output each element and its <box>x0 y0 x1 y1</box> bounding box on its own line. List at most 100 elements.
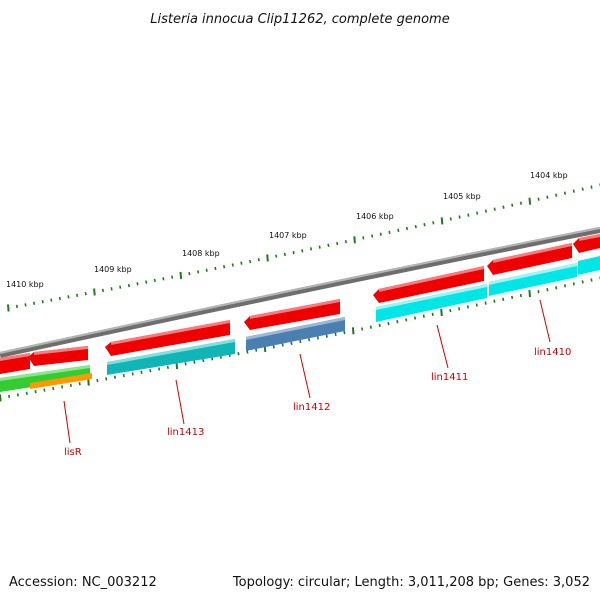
gene-block-steelblue[interactable] <box>246 317 345 351</box>
ruler-minor-tick <box>344 239 347 244</box>
kbp-label-1408: 1408 kbp <box>182 249 220 258</box>
ruler-minor-tick <box>563 191 567 195</box>
ruler-minor-tick <box>41 300 44 304</box>
ruler-minor-tick <box>34 390 37 394</box>
ruler-minor-tick <box>379 232 382 236</box>
ruler-minor-tick <box>202 358 205 363</box>
gene-labels: lisR lin1413 lin1412 lin1411 lin1410 <box>63 299 571 458</box>
ruler-minor-tick <box>301 249 304 253</box>
ruler-minor-tick <box>149 368 152 373</box>
gene-block-teal[interactable] <box>107 339 235 375</box>
ruler-minor-tick <box>493 299 496 303</box>
ruler-minor-tick <box>193 360 196 364</box>
ruler-major-tick <box>353 236 356 244</box>
ruler-minor-tick <box>432 221 435 225</box>
genome-summary-text: Topology: circular; Length: 3,011,208 bp… <box>232 575 590 590</box>
cds-arrow[interactable] <box>105 320 230 356</box>
cds-track-lower <box>0 256 600 392</box>
ruler-minor-tick <box>422 314 425 318</box>
ruler-minor-tick <box>371 234 374 238</box>
ruler-major-tick <box>93 288 96 296</box>
ruler-minor-tick <box>466 305 469 309</box>
ruler-minor-tick <box>555 193 558 197</box>
ruler-minor-tick <box>484 209 487 213</box>
ruler-minor-tick <box>405 318 408 322</box>
kbp-label-1410: 1410 kbp <box>6 280 44 289</box>
ruler-minor-tick <box>158 367 161 371</box>
ruler-minor-tick <box>281 343 284 347</box>
ruler-minor-tick <box>502 205 505 209</box>
ruler-minor-tick <box>283 252 286 257</box>
ruler-major-tick <box>528 290 531 298</box>
ruler-minor-tick <box>493 207 496 211</box>
ruler-major-tick <box>87 378 90 386</box>
ruler-minor-tick <box>214 266 217 271</box>
kbp-label-1405: 1405 kbp <box>443 192 481 201</box>
ruler-major-tick <box>266 254 269 262</box>
ruler-minor-tick <box>581 280 584 284</box>
ruler-major-tick <box>440 217 444 225</box>
ruler-minor-tick <box>290 341 293 345</box>
kbp-ruler <box>7 183 600 312</box>
cds-arrow[interactable] <box>487 243 572 275</box>
ruler-minor-tick <box>362 236 365 240</box>
ruler-minor-tick <box>50 298 53 302</box>
ruler-minor-tick <box>572 282 575 286</box>
lower-tick-ruler <box>0 276 600 402</box>
ruler-minor-tick <box>140 370 143 374</box>
ruler-minor-tick <box>309 247 313 251</box>
ruler-minor-tick <box>24 303 27 307</box>
gene-block-green[interactable] <box>0 365 90 392</box>
kbp-label-1404: 1404 kbp <box>530 171 568 180</box>
ruler-minor-tick <box>16 393 19 397</box>
ruler-minor-tick <box>105 377 108 381</box>
ruler-minor-tick <box>590 185 593 189</box>
ruler-minor-tick <box>255 348 258 352</box>
ruler-minor-tick <box>96 378 99 383</box>
gene-label-lisR[interactable]: lisR <box>64 447 82 458</box>
ruler-minor-tick <box>563 284 567 288</box>
cds-arrow[interactable] <box>244 299 340 330</box>
gene-block-cyan[interactable] <box>489 263 577 296</box>
ruler-minor-tick <box>327 243 330 247</box>
ruler-minor-tick <box>519 293 522 298</box>
ruler-minor-tick <box>211 357 214 361</box>
ruler-major-tick <box>7 304 10 312</box>
ruler-minor-tick <box>590 278 593 282</box>
ruler-minor-tick <box>76 293 79 297</box>
gene-label-lin1412[interactable]: lin1412 <box>293 402 330 413</box>
gene-label-lin1410[interactable]: lin1410 <box>534 347 571 358</box>
ruler-minor-tick <box>334 332 337 337</box>
ruler-minor-tick <box>122 373 125 378</box>
ruler-minor-tick <box>166 365 169 369</box>
gene-block-orange[interactable] <box>30 373 92 389</box>
genome-backbone <box>0 227 600 358</box>
gene-block-cyan[interactable] <box>376 284 487 322</box>
ruler-minor-tick <box>572 189 575 193</box>
ruler-minor-tick <box>205 268 208 272</box>
gene-label-lin1411[interactable]: lin1411 <box>431 372 468 383</box>
ruler-minor-tick <box>369 325 372 329</box>
accession-text: Accession: NC_003212 <box>9 575 157 590</box>
ruler-minor-tick <box>555 286 558 290</box>
ruler-minor-tick <box>431 312 434 316</box>
ruler-minor-tick <box>43 388 46 392</box>
ruler-major-tick <box>528 197 532 205</box>
ruler-minor-tick <box>378 323 381 328</box>
ruler-minor-tick <box>272 345 275 349</box>
ruler-minor-tick <box>299 339 302 344</box>
ruler-minor-tick <box>387 321 390 326</box>
ruler-minor-tick <box>537 289 540 294</box>
ruler-minor-tick <box>84 292 87 296</box>
gene-label-lin1413[interactable]: lin1413 <box>167 427 204 438</box>
ruler-minor-tick <box>519 201 523 205</box>
ruler-minor-tick <box>8 394 11 399</box>
ruler-minor-tick <box>546 288 549 292</box>
ruler-minor-tick <box>110 287 113 291</box>
ruler-minor-tick <box>467 213 470 217</box>
cds-arrow[interactable] <box>373 266 484 303</box>
ruler-major-tick <box>179 271 183 279</box>
ruler-minor-tick <box>153 278 156 283</box>
gene-block-cyan[interactable] <box>578 256 600 275</box>
